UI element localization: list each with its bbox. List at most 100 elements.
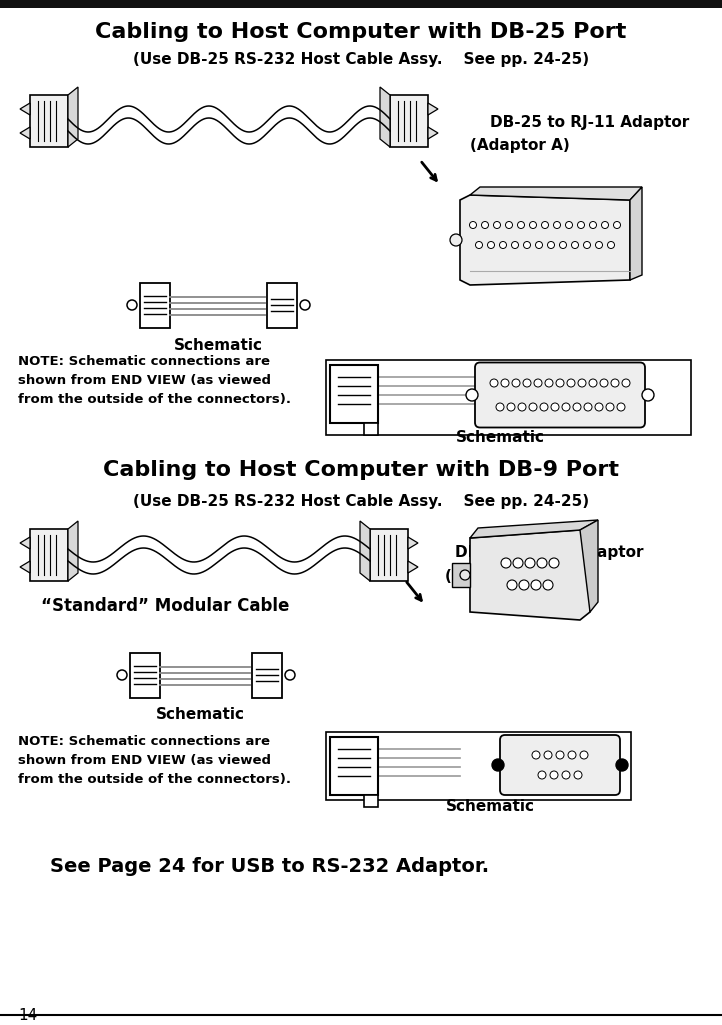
Bar <box>130 653 160 697</box>
Bar <box>326 360 691 435</box>
Polygon shape <box>408 537 418 549</box>
Polygon shape <box>428 127 438 139</box>
Circle shape <box>596 242 602 248</box>
Text: Schematic: Schematic <box>456 430 544 445</box>
Circle shape <box>501 379 509 387</box>
Circle shape <box>589 221 596 229</box>
Circle shape <box>466 390 478 401</box>
Circle shape <box>476 242 482 248</box>
Circle shape <box>565 221 573 229</box>
Circle shape <box>518 403 526 411</box>
Bar <box>330 737 378 795</box>
Text: NOTE: Schematic connections are
shown from END VIEW (as viewed
from the outside : NOTE: Schematic connections are shown fr… <box>18 735 291 786</box>
Circle shape <box>487 242 495 248</box>
Polygon shape <box>68 87 78 147</box>
Circle shape <box>551 403 559 411</box>
Circle shape <box>622 379 630 387</box>
Circle shape <box>542 221 549 229</box>
Text: DB-25 to RJ-11 Adaptor: DB-25 to RJ-11 Adaptor <box>490 115 690 130</box>
Polygon shape <box>364 423 378 435</box>
FancyBboxPatch shape <box>475 363 645 427</box>
Circle shape <box>572 242 578 248</box>
Circle shape <box>482 221 489 229</box>
Circle shape <box>611 379 619 387</box>
Circle shape <box>285 670 295 680</box>
Circle shape <box>117 670 127 680</box>
Circle shape <box>469 221 477 229</box>
Circle shape <box>642 390 654 401</box>
Bar <box>267 283 297 328</box>
Circle shape <box>560 242 567 248</box>
Circle shape <box>505 221 513 229</box>
Circle shape <box>511 242 518 248</box>
Circle shape <box>512 379 520 387</box>
Polygon shape <box>580 520 598 612</box>
Circle shape <box>589 379 597 387</box>
Text: Cabling to Host Computer with DB-25 Port: Cabling to Host Computer with DB-25 Port <box>95 22 627 42</box>
Circle shape <box>496 403 504 411</box>
Circle shape <box>540 403 548 411</box>
Polygon shape <box>20 537 30 549</box>
Polygon shape <box>470 530 590 620</box>
Circle shape <box>554 221 560 229</box>
Text: See Page 24 for USB to RS-232 Adaptor.: See Page 24 for USB to RS-232 Adaptor. <box>50 857 489 876</box>
Circle shape <box>617 403 625 411</box>
Polygon shape <box>68 521 78 581</box>
Text: (Adaptor A): (Adaptor A) <box>445 569 545 584</box>
Circle shape <box>490 379 498 387</box>
Circle shape <box>545 379 553 387</box>
Circle shape <box>500 242 507 248</box>
Circle shape <box>518 221 524 229</box>
Circle shape <box>543 580 553 590</box>
Text: Schematic: Schematic <box>445 800 534 814</box>
Circle shape <box>507 580 517 590</box>
Circle shape <box>460 570 470 580</box>
Bar <box>390 95 428 147</box>
Bar <box>30 529 68 581</box>
Circle shape <box>538 771 546 779</box>
Circle shape <box>614 221 620 229</box>
FancyBboxPatch shape <box>500 735 620 795</box>
Circle shape <box>578 221 585 229</box>
Circle shape <box>534 379 542 387</box>
Circle shape <box>562 403 570 411</box>
Circle shape <box>578 379 586 387</box>
Circle shape <box>531 580 541 590</box>
Circle shape <box>584 403 592 411</box>
Circle shape <box>573 403 581 411</box>
Circle shape <box>601 221 609 229</box>
Circle shape <box>537 558 547 568</box>
Bar <box>0 0 722 8</box>
Circle shape <box>523 242 531 248</box>
Circle shape <box>556 751 564 758</box>
Circle shape <box>580 751 588 758</box>
Circle shape <box>607 242 614 248</box>
Polygon shape <box>408 561 418 573</box>
Circle shape <box>549 558 559 568</box>
Circle shape <box>616 758 628 771</box>
Circle shape <box>532 751 540 758</box>
Polygon shape <box>20 102 30 115</box>
Circle shape <box>547 242 554 248</box>
Circle shape <box>523 379 531 387</box>
Circle shape <box>529 403 537 411</box>
Circle shape <box>494 221 500 229</box>
Bar <box>30 95 68 147</box>
Bar <box>326 732 631 800</box>
Circle shape <box>525 558 535 568</box>
Text: DB-9 to RJ-11 Adaptor: DB-9 to RJ-11 Adaptor <box>455 545 643 560</box>
Bar <box>370 529 408 581</box>
Circle shape <box>501 558 511 568</box>
Circle shape <box>507 403 515 411</box>
Bar <box>330 365 378 423</box>
Polygon shape <box>452 563 470 587</box>
Bar <box>140 283 170 328</box>
Circle shape <box>544 751 552 758</box>
Text: (Adaptor A): (Adaptor A) <box>470 138 570 153</box>
Circle shape <box>556 379 564 387</box>
Text: 14: 14 <box>18 1008 38 1023</box>
Polygon shape <box>364 795 378 807</box>
Polygon shape <box>470 520 598 538</box>
Circle shape <box>595 403 603 411</box>
Circle shape <box>300 300 310 310</box>
